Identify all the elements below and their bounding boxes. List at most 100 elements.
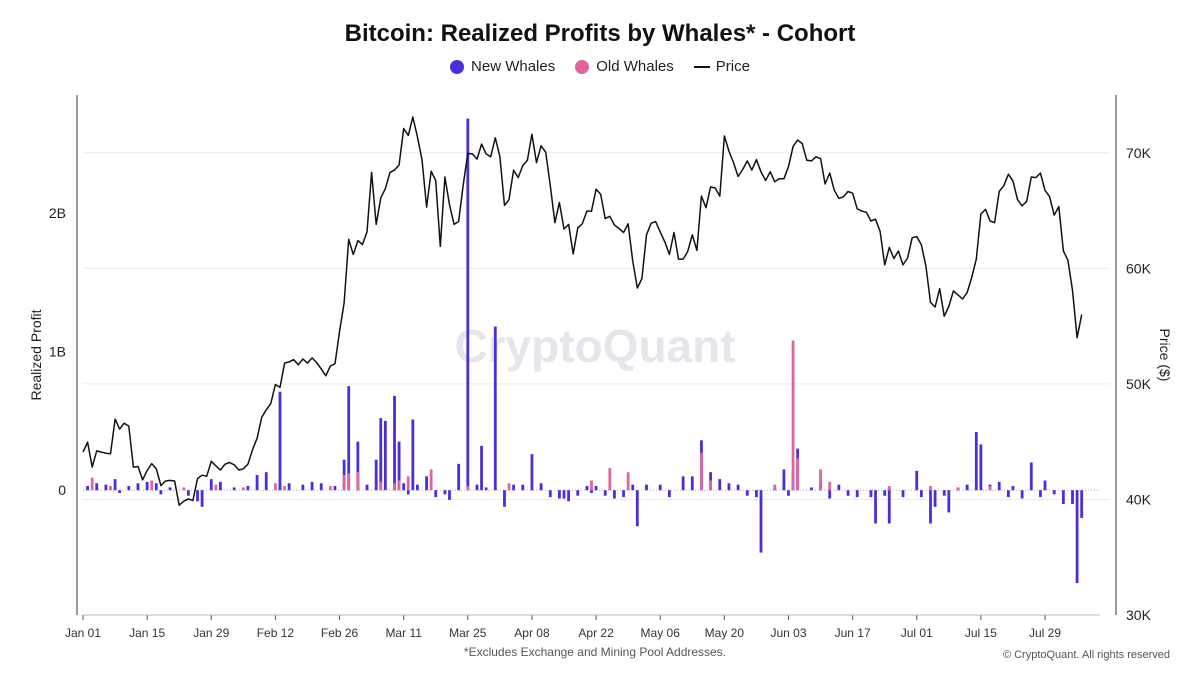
new-whales-bar: [809, 487, 813, 491]
new-whales-bar: [622, 490, 625, 498]
new-whales-bar: [718, 479, 722, 491]
new-whales-bar: [521, 484, 525, 491]
new-whales-bar: [200, 490, 204, 507]
new-whales-bar: [942, 490, 946, 496]
x-tick-label: May 20: [705, 626, 745, 640]
new-whales-bar: [567, 490, 570, 502]
x-tick-label: Jun 03: [770, 626, 806, 640]
new-whales-bar: [480, 445, 483, 491]
left-tick-label: 1B: [49, 344, 66, 360]
legend: New Whales Old Whales Price: [0, 58, 1200, 75]
new-whales-bar: [681, 476, 685, 491]
new-whales-swatch-icon: [450, 59, 465, 74]
new-whales-bar: [919, 490, 923, 498]
old-whales-bar: [608, 468, 612, 491]
new-whales-bar: [287, 483, 291, 491]
new-whales-bar: [603, 490, 607, 496]
old-whales-bar: [828, 481, 832, 491]
legend-label-old-whales: Old Whales: [596, 58, 674, 75]
new-whales-bar: [1061, 490, 1065, 505]
old-whales-bar: [393, 483, 396, 491]
new-whales-bar: [333, 486, 337, 491]
new-whales-bar: [1039, 490, 1042, 498]
new-whales-bar: [645, 484, 648, 491]
new-whales-bar: [503, 490, 506, 507]
new-whales-bar: [558, 490, 561, 499]
new-whales-bar: [828, 490, 832, 499]
new-whales-bar: [448, 490, 451, 500]
new-whales-bar: [965, 484, 969, 491]
new-whales-bar: [379, 418, 383, 491]
new-whales-bar: [264, 472, 268, 491]
new-whales-bar: [594, 486, 598, 491]
old-whales-bar: [214, 484, 218, 491]
new-whales-bar: [585, 486, 589, 491]
legend-item-old-whales[interactable]: Old Whales: [575, 58, 674, 75]
legend-item-price[interactable]: Price: [693, 58, 750, 75]
legend-label-price: Price: [715, 58, 750, 75]
old-whales-bar: [109, 486, 112, 491]
old-whales-bar: [328, 486, 332, 491]
old-whales-bar: [590, 480, 593, 491]
new-whales-bar: [1043, 480, 1047, 491]
old-whales-bar: [700, 452, 703, 491]
x-tick-label: Apr 08: [514, 626, 550, 640]
old-whales-bar: [406, 476, 410, 491]
footnote: *Excludes Exchange and Mining Pool Addre…: [463, 645, 727, 659]
x-tick-label: Mar 25: [449, 626, 487, 640]
new-whales-bar: [727, 483, 731, 491]
right-tick-label: 40K: [1126, 491, 1152, 507]
new-whales-bar: [635, 490, 639, 527]
new-whales-bar: [425, 476, 428, 491]
old-whales-bar: [773, 484, 777, 491]
price-line-swatch-icon: [693, 65, 710, 68]
new-whales-bar: [1052, 490, 1056, 495]
new-whales-bar: [393, 395, 396, 491]
new-whales-bar: [979, 444, 983, 491]
right-tick-label: 50K: [1126, 376, 1152, 392]
new-whales-bar: [475, 484, 479, 491]
new-whales-bar: [915, 470, 919, 491]
new-whales-bar: [159, 490, 163, 495]
x-tick-label: Jan 01: [65, 626, 101, 640]
new-whales-bar: [118, 490, 122, 493]
chart-title: Bitcoin: Realized Profits by Whales* - C…: [344, 20, 856, 47]
new-whales-bar: [1006, 490, 1010, 498]
old-whales-bar: [988, 486, 992, 491]
new-whales-bar: [232, 487, 236, 491]
new-whales-bar: [406, 490, 410, 495]
new-whales-bar: [690, 476, 694, 491]
legend-item-new-whales[interactable]: New Whales: [450, 58, 555, 75]
new-whales-bar: [397, 441, 401, 491]
new-whales-bar: [434, 490, 438, 498]
new-whales-bar: [209, 479, 213, 491]
new-whales-bar: [347, 386, 351, 491]
new-whales-bar: [278, 391, 282, 491]
new-whales-bar: [416, 484, 419, 491]
new-whales-bar: [736, 484, 740, 491]
new-whales-bar: [512, 484, 516, 491]
old-whales-bar: [182, 487, 186, 491]
old-whales-bar: [356, 472, 360, 491]
new-whales-bar: [667, 490, 671, 498]
new-whales-bar: [246, 486, 250, 491]
old-whales-bar: [709, 480, 713, 491]
new-whales-bar: [759, 490, 763, 553]
new-whales-bar: [154, 483, 158, 491]
new-whales-bar: [1071, 490, 1074, 505]
new-whales-bar: [104, 484, 108, 491]
old-whales-bar: [274, 483, 277, 491]
new-whales-bar: [933, 490, 937, 507]
new-whales-bar: [855, 490, 859, 498]
new-whales-bar: [443, 490, 447, 495]
new-whales-bar: [457, 463, 461, 491]
new-whales-bar: [658, 484, 662, 491]
new-whales-bar: [411, 419, 415, 491]
old-whales-bar: [956, 487, 960, 491]
new-whales-bar: [755, 490, 758, 498]
copyright: © CryptoQuant. All rights reserved: [1002, 649, 1170, 661]
old-whales-bar: [283, 486, 286, 491]
old-whales-bar: [887, 486, 891, 491]
old-whales-bar: [397, 480, 401, 491]
new-whales-bar: [255, 474, 259, 491]
